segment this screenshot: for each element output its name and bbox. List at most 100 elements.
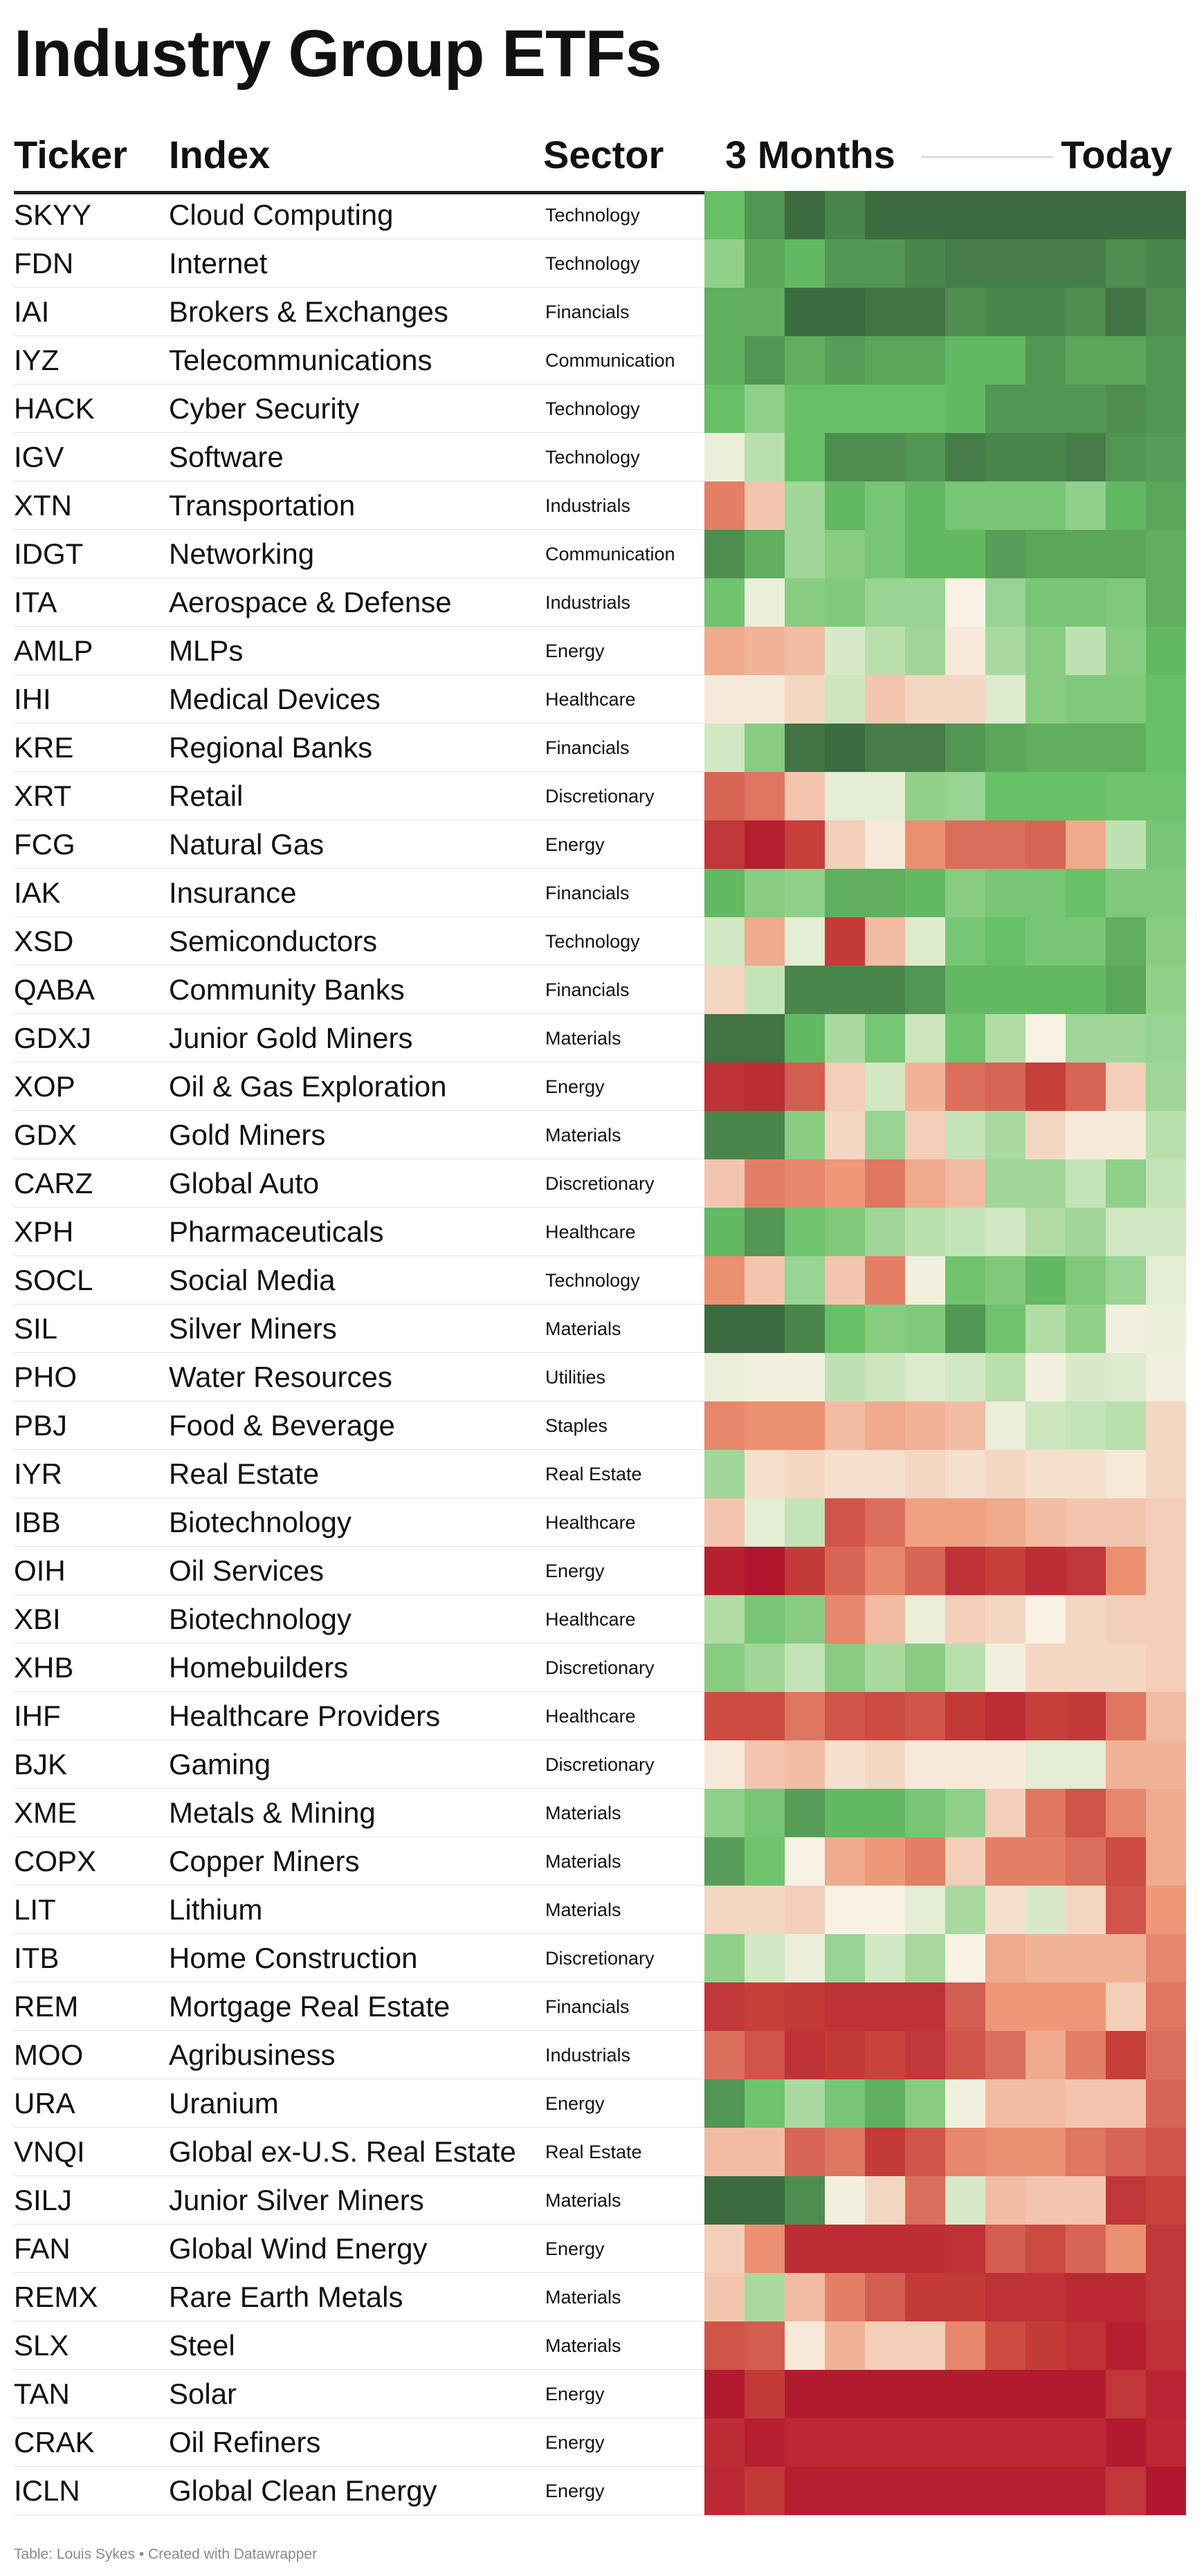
heatmap-cell <box>945 1256 985 1305</box>
ticker-cell: IYR <box>14 1457 63 1490</box>
heatmap-cell <box>704 1886 745 1934</box>
heatmap-cell <box>1025 530 1066 578</box>
heatmap-cell <box>1066 1111 1106 1159</box>
heatmap-cell <box>704 2467 745 2515</box>
table-row: IHI Medical Devices Healthcare <box>14 675 1186 724</box>
sector-cell: Technology <box>545 398 640 419</box>
heatmap-cell <box>785 1982 825 2031</box>
heatmap-cell <box>704 2176 745 2225</box>
heatmap-cell <box>985 820 1025 869</box>
sector-cell: Technology <box>545 447 640 468</box>
heatmap-cell <box>1146 1692 1186 1740</box>
heatmap-cell <box>985 966 1025 1014</box>
heatmap-strip <box>704 2370 1186 2418</box>
heatmap-strip <box>704 433 1186 481</box>
table-row: REM Mortgage Real Estate Financials <box>14 1982 1186 2031</box>
heatmap-cell <box>745 239 785 288</box>
ticker-cell: IHF <box>14 1700 61 1732</box>
heatmap-cell <box>865 1159 905 1208</box>
ticker-cell: VNQI <box>14 2135 85 2168</box>
heatmap-cell <box>865 2467 905 2515</box>
ticker-cell: SIL <box>14 1312 58 1345</box>
heatmap-cell <box>825 917 865 966</box>
heatmap-cell <box>785 1934 825 1982</box>
heatmap-cell <box>865 1062 905 1111</box>
heatmap-cell <box>1066 966 1106 1014</box>
heatmap-cell <box>785 530 825 578</box>
index-cell: Pharmaceuticals <box>169 1215 384 1248</box>
ticker-cell: ITB <box>14 1942 60 1974</box>
ticker-cell: SOCL <box>14 1264 93 1296</box>
heatmap-cell <box>945 1159 985 1208</box>
heatmap-cell <box>1066 2128 1106 2176</box>
table-row: OIH Oil Services Energy <box>14 1547 1186 1595</box>
index-cell: Aerospace & Defense <box>169 586 452 618</box>
heatmap-cell <box>1146 1256 1186 1305</box>
heatmap-cell <box>704 1740 745 1789</box>
heatmap-cell <box>745 675 785 724</box>
table-row: FDN Internet Technology <box>14 239 1186 288</box>
heatmap-cell <box>1066 2176 1106 2225</box>
heatmap-cell <box>865 191 905 239</box>
heatmap-cell <box>1106 1837 1146 1886</box>
heatmap-cell <box>1025 820 1066 869</box>
heatmap-cell <box>1025 288 1066 336</box>
heatmap-cell <box>785 1014 825 1062</box>
heatmap-cell <box>905 627 945 675</box>
heatmap-strip <box>704 1644 1186 1692</box>
heatmap-cell <box>825 1256 865 1305</box>
heatmap-cell <box>1025 1401 1066 1450</box>
table-row: IGV Software Technology <box>14 433 1186 481</box>
heatmap-cell <box>745 2418 785 2467</box>
heatmap-cell <box>865 2225 905 2273</box>
heatmap-cell <box>825 1401 865 1450</box>
heatmap-cell <box>945 869 985 917</box>
heatmap-strip <box>704 966 1186 1014</box>
table-row: MOO Agribusiness Industrials <box>14 2031 1186 2079</box>
heatmap-cell <box>865 1014 905 1062</box>
heatmap-cell <box>825 1450 865 1498</box>
heatmap-cell <box>1106 917 1146 966</box>
heatmap-cell <box>1066 1159 1106 1208</box>
heatmap-cell <box>745 2273 785 2321</box>
heatmap-cell <box>785 1789 825 1837</box>
heatmap-cell <box>1025 2321 1066 2370</box>
table-body: SKYY Cloud Computing Technology FDN Internet… <box>14 191 1186 2515</box>
heatmap-cell <box>865 1982 905 2031</box>
sector-cell: Technology <box>545 205 640 226</box>
heatmap-cell <box>985 481 1025 530</box>
heatmap-cell <box>1025 578 1066 627</box>
heatmap-cell <box>1066 1595 1106 1644</box>
heatmap-cell <box>1066 1886 1106 1934</box>
heatmap-cell <box>825 2225 865 2273</box>
ticker-cell: SILJ <box>14 2184 73 2216</box>
heatmap-cell <box>1146 1740 1186 1789</box>
heatmap-cell <box>865 1692 905 1740</box>
heatmap-cell <box>825 191 865 239</box>
heatmap-cell <box>704 239 745 288</box>
heatmap-cell <box>1146 1353 1186 1401</box>
heatmap-cell <box>745 1886 785 1934</box>
heatmap-cell <box>1146 1111 1186 1159</box>
heatmap-cell <box>785 2079 825 2128</box>
heatmap-cell <box>905 820 945 869</box>
heatmap-cell <box>1025 917 1066 966</box>
heatmap-cell <box>985 1644 1025 1692</box>
heatmap-cell <box>745 2321 785 2370</box>
table-row: CARZ Global Auto Discretionary <box>14 1159 1186 1208</box>
table-row: XBI Biotechnology Healthcare <box>14 1595 1186 1644</box>
heatmap-cell <box>1025 191 1066 239</box>
heatmap-cell <box>945 288 985 336</box>
heatmap-cell <box>745 1934 785 1982</box>
ticker-cell: ITA <box>14 586 57 618</box>
column-header-index[interactable]: Index <box>169 133 271 176</box>
heatmap-strip <box>704 1498 1186 1547</box>
heatmap-cell <box>1106 2128 1146 2176</box>
column-header-ticker[interactable]: Ticker <box>14 133 127 176</box>
heatmap-cell <box>905 239 945 288</box>
ticker-cell: XHB <box>14 1651 74 1684</box>
table-row: XOP Oil & Gas Exploration Energy <box>14 1062 1186 1111</box>
column-header-sector[interactable]: Sector <box>543 133 664 176</box>
heatmap-cell <box>905 917 945 966</box>
heatmap-strip <box>704 578 1186 627</box>
